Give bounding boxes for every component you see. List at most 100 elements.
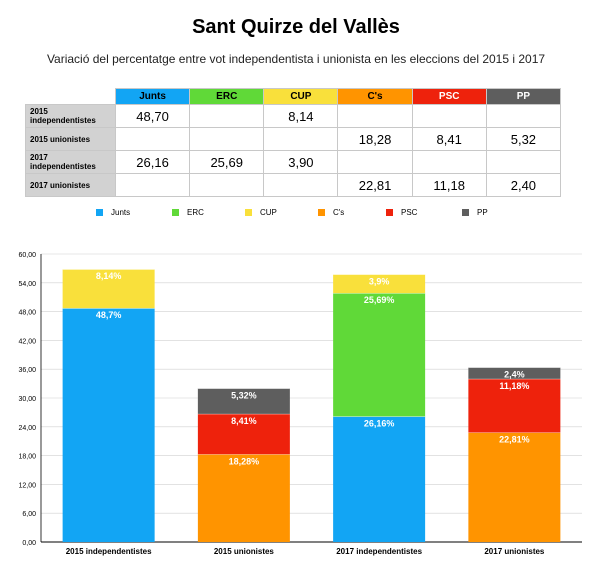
table-cell [337, 104, 413, 128]
data-table: Junts ERC CUP C's PSC PP 2015 independen… [25, 88, 562, 197]
legend-swatch [462, 209, 469, 216]
legend-item-erc: ERC [172, 208, 204, 217]
table-cell [411, 104, 487, 128]
y-tick-label: 0,00 [22, 540, 36, 547]
legend-label: C's [333, 208, 345, 217]
bar-segment [197, 454, 290, 542]
table-row: 2017 unionistes 22,81 11,18 2,40 [25, 173, 562, 197]
bar-segment [62, 269, 155, 309]
bar-segment [333, 416, 426, 542]
chart-subtitle: Variació del percentatge entre vot indep… [46, 52, 546, 66]
data-label: 48,7% [96, 310, 122, 320]
chart-legend: Junts ERC CUP C's PSC PP [0, 208, 592, 222]
table-cell [411, 150, 487, 174]
legend-swatch [318, 209, 325, 216]
legend-swatch [96, 209, 103, 216]
legend-item-pp: PP [462, 208, 488, 217]
table-cell: 48,70 [114, 104, 191, 128]
row-label: 2015 independentistes [25, 104, 116, 128]
legend-item-cs: C's [318, 208, 344, 217]
table-cell [263, 173, 339, 197]
data-label: 8,41% [231, 416, 257, 426]
bar-segment [468, 378, 561, 433]
data-label: 11,18% [499, 381, 529, 391]
bar-segment [468, 432, 561, 542]
data-label: 25,69% [364, 295, 395, 305]
table-row: 2015 independentistes 48,70 8,14 [25, 104, 562, 128]
table-cell [189, 104, 265, 128]
y-tick-label: 24,00 [18, 425, 36, 432]
table-cell [485, 150, 562, 174]
table-cell: 22,81 [337, 173, 413, 197]
table-cell [263, 127, 339, 151]
table-row: 2015 unionistes 18,28 8,41 5,32 [25, 127, 562, 151]
legend-item-junts: Junts [96, 208, 130, 217]
legend-label: Junts [111, 208, 131, 217]
legend-swatch [386, 209, 393, 216]
table-cell: 5,32 [485, 127, 562, 151]
table-cell: 2,40 [485, 173, 562, 197]
y-tick-label: 60,00 [18, 252, 36, 259]
column-header-cup: CUP [263, 88, 339, 105]
y-tick-label: 30,00 [18, 396, 36, 403]
table-cell [114, 173, 191, 197]
data-label: 26,16% [364, 418, 395, 428]
bar-segment [197, 413, 290, 455]
table-cell [114, 127, 191, 151]
legend-label: CUP [260, 208, 277, 217]
x-tick-label: 2015 independentistes [66, 547, 152, 556]
column-header-psc: PSC [411, 88, 487, 105]
legend-swatch [245, 209, 252, 216]
table-cell [485, 104, 562, 128]
table-cell: 3,90 [263, 150, 339, 174]
y-tick-label: 12,00 [18, 482, 36, 489]
stacked-bar-chart: 0,00 6,00 12,00 18,00 24,00 30,00 36,00 42,00 48… [18, 252, 582, 556]
table-cell [337, 150, 413, 174]
column-header-junts: Junts [114, 88, 191, 105]
table-corner [25, 88, 116, 105]
legend-label: PP [477, 208, 488, 217]
y-tick-label: 48,00 [18, 310, 36, 317]
table-cell [189, 173, 265, 197]
table-cell: 11,18 [411, 173, 487, 197]
bar-segment [62, 308, 155, 542]
legend-label: PSC [401, 208, 418, 217]
data-label: 3,9% [369, 276, 390, 286]
data-label: 8,14% [96, 271, 122, 281]
y-tick-label: 42,00 [18, 338, 36, 345]
x-tick-label: 2015 unionistes [214, 547, 275, 556]
x-tick-label: 2017 independentistes [336, 547, 422, 556]
table-cell: 8,14 [263, 104, 339, 128]
data-label: 18,28% [229, 456, 260, 466]
bar-segment [197, 388, 290, 414]
y-tick-label: 54,00 [18, 281, 36, 288]
table-cell: 8,41 [411, 127, 487, 151]
bar-segment [333, 293, 426, 417]
bar-segment [468, 367, 561, 379]
column-header-cs: C's [337, 88, 413, 105]
y-tick-label: 18,00 [18, 454, 36, 461]
x-tick-label: 2017 unionistes [484, 547, 545, 556]
bar-segment [333, 274, 426, 294]
legend-label: ERC [187, 208, 204, 217]
table-cell [189, 127, 265, 151]
row-label: 2017 independentistes [25, 150, 116, 174]
legend-item-psc: PSC [386, 208, 417, 217]
column-header-erc: ERC [189, 88, 265, 105]
table-cell: 25,69 [189, 150, 265, 174]
table-cell: 18,28 [337, 127, 413, 151]
data-label: 5,32% [231, 390, 257, 400]
data-label: 22,81% [499, 435, 530, 445]
table-cell: 26,16 [114, 150, 191, 174]
row-label: 2015 unionistes [25, 127, 116, 151]
table-row: 2017 independentistes 26,16 25,69 3,90 [25, 150, 562, 174]
y-tick-label: 6,00 [22, 511, 36, 518]
chart-title: Sant Quirze del Vallès [192, 16, 400, 38]
data-label: 2,4% [504, 369, 525, 379]
legend-swatch [172, 209, 179, 216]
row-label: 2017 unionistes [25, 173, 116, 197]
table-header-row: Junts ERC CUP C's PSC PP [25, 88, 562, 105]
y-tick-label: 36,00 [18, 367, 36, 374]
legend-item-cup: CUP [245, 208, 277, 217]
column-header-pp: PP [485, 88, 562, 105]
